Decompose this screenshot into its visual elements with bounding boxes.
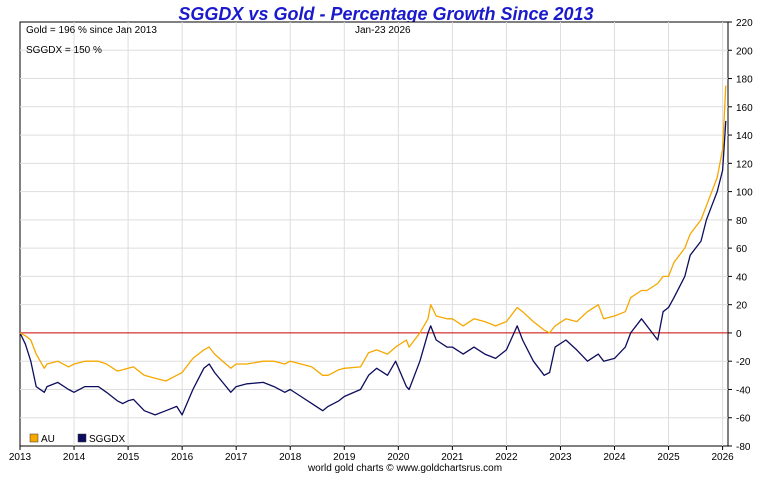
grid-layer: [20, 22, 728, 446]
gold-growth-note: Gold = 196 % since Jan 2013: [26, 25, 157, 36]
x-tick-label: 2022: [495, 452, 518, 463]
date-note: Jan-23 2026: [355, 25, 411, 36]
y-axis: 220200180160140120100806040200-20-40-60-…: [728, 18, 753, 453]
x-tick-label: 2019: [333, 452, 356, 463]
sggdx-series-line: [19, 120, 727, 416]
x-tick-label: 2020: [387, 452, 410, 463]
y-tick-label: -40: [736, 385, 751, 396]
y-tick-label: 100: [736, 188, 753, 199]
legend-label-sggdx: SGGDX: [89, 434, 125, 445]
y-tick-label: 140: [736, 131, 753, 142]
series-layer: [19, 85, 727, 416]
x-tick-label: 2021: [441, 452, 464, 463]
sggdx-growth-note: SGGDX = 150 %: [26, 45, 102, 56]
legend-label-au: AU: [41, 434, 55, 445]
legend: AU SGGDX: [29, 433, 125, 445]
x-tick-label: 2016: [171, 452, 194, 463]
x-tick-label: 2024: [603, 452, 626, 463]
chart-title: SGGDX vs Gold - Percentage Growth Since …: [178, 4, 593, 24]
x-tick-label: 2025: [657, 452, 680, 463]
x-axis: 2013 2014 2015 2016 2017 2018 2019 2020 2021 2022…: [9, 446, 734, 463]
y-tick-label: -80: [736, 442, 751, 453]
x-tick-label: 2013: [9, 452, 32, 463]
y-tick-label: 160: [736, 103, 753, 114]
y-tick-label: 120: [736, 159, 753, 170]
y-tick-label: 180: [736, 75, 753, 86]
y-tick-label: 0: [736, 329, 742, 340]
x-tick-label: 2023: [549, 452, 572, 463]
footer-credit: world gold charts © www.goldchartsrus.co…: [307, 463, 502, 474]
plot-area: [19, 21, 729, 447]
legend-swatch-au: [29, 433, 39, 443]
legend-swatch-sggdx: [77, 433, 87, 443]
x-tick-label: 2017: [225, 452, 248, 463]
y-tick-label: 80: [736, 216, 748, 227]
y-tick-label: 200: [736, 46, 753, 57]
y-tick-label: -20: [736, 357, 751, 368]
y-tick-label: 220: [736, 18, 753, 29]
x-tick-label: 2026: [711, 452, 734, 463]
au-series-line: [19, 85, 727, 382]
x-tick-label: 2014: [63, 452, 86, 463]
y-tick-label: 20: [736, 301, 748, 312]
y-tick-label: 40: [736, 272, 748, 283]
y-tick-label: 60: [736, 244, 748, 255]
y-tick-label: -60: [736, 414, 751, 425]
x-tick-label: 2015: [117, 452, 140, 463]
x-tick-label: 2018: [279, 452, 302, 463]
